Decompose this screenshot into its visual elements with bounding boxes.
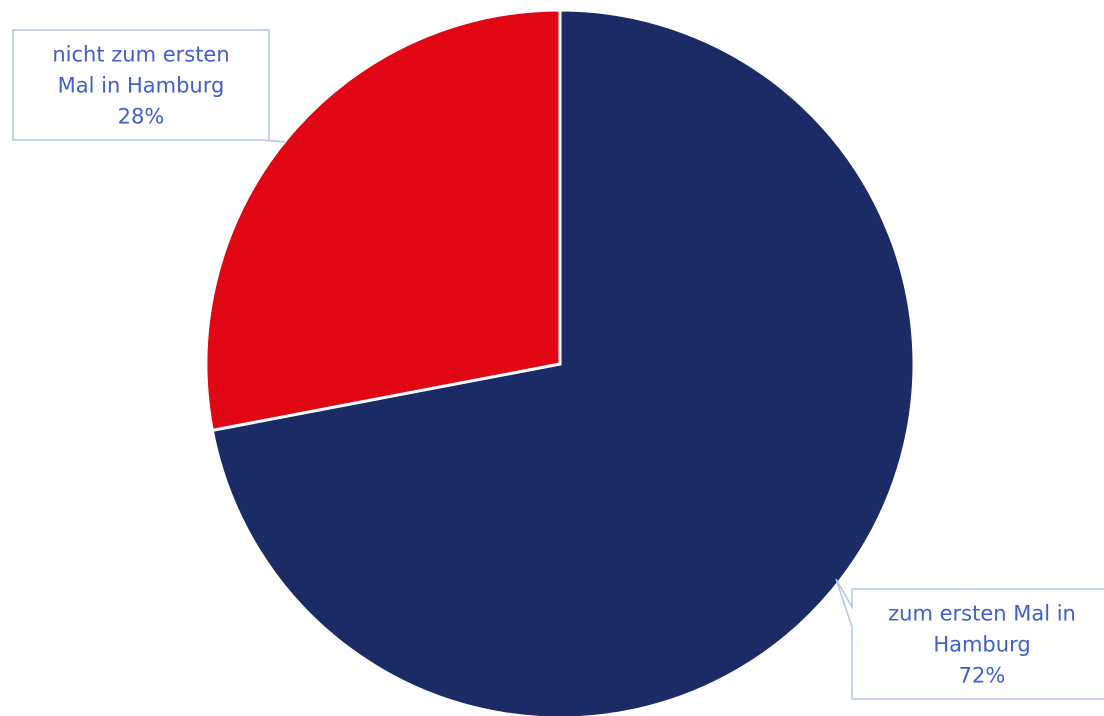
data-label-callouts: zum ersten Mal in Hamburg 72% nicht zum ers… bbox=[12, 29, 1104, 700]
pie-slice-0 bbox=[210, 8, 916, 716]
callout-box-0 bbox=[835, 578, 1104, 700]
pie-slices bbox=[204, 8, 916, 716]
slice-value-label-0: 72% bbox=[959, 664, 1006, 688]
data-label-0: zum ersten Mal in Hamburg 72% bbox=[835, 578, 1104, 700]
slice-category-label-0: Hamburg bbox=[933, 633, 1030, 657]
slice-value-label-1: 28% bbox=[118, 105, 165, 129]
callout-box-1 bbox=[12, 29, 286, 143]
pie-slice-1 bbox=[204, 8, 562, 433]
slice-category-label-0: zum ersten Mal in bbox=[888, 602, 1076, 626]
slice-category-label-1: Mal in Hamburg bbox=[58, 74, 225, 98]
data-label-1: nicht zum ersten Mal in Hamburg 28% bbox=[12, 29, 286, 143]
slice-category-label-1: nicht zum ersten bbox=[52, 43, 229, 67]
